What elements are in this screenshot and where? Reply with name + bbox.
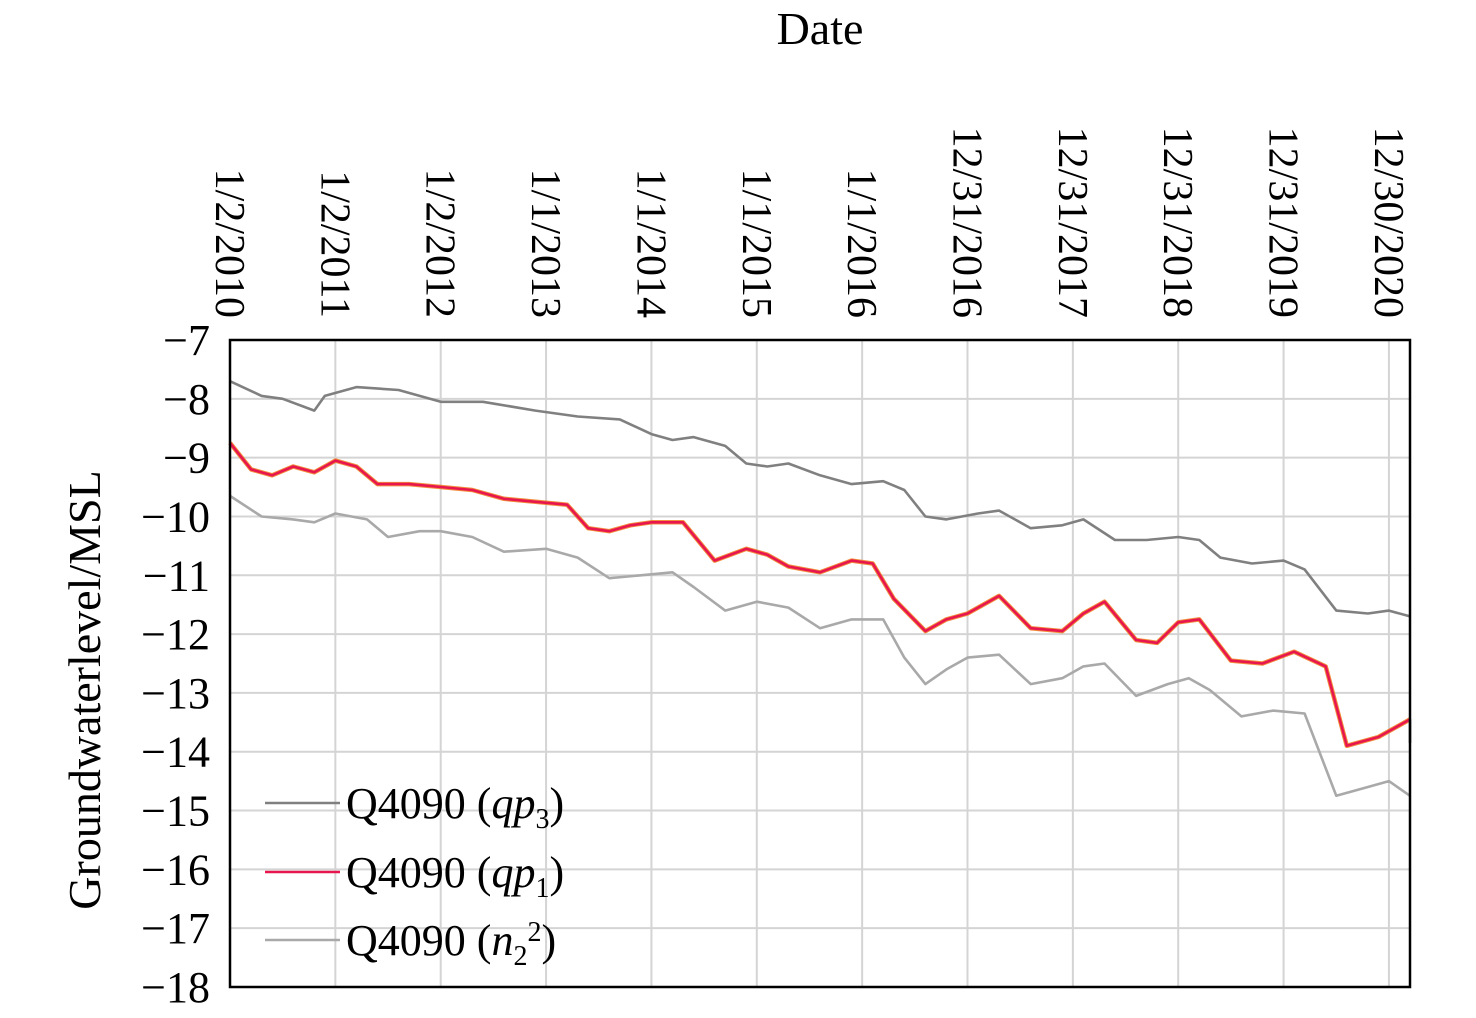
legend-label-variable: qp: [491, 779, 535, 828]
y-tick-label: −13: [141, 669, 210, 718]
x-tick-label: 1/1/2013: [522, 169, 568, 318]
y-tick-label: −14: [141, 728, 210, 777]
y-tick-label: −17: [141, 904, 210, 953]
legend-label-base: Q4090 (: [346, 779, 491, 828]
y-tick-label: −18: [141, 963, 210, 1012]
legend-label-2: Q4090 (qp1): [346, 848, 564, 904]
y-tick-label: −15: [141, 787, 210, 836]
legend-label-subscript: 1: [535, 873, 549, 904]
legend-label-close: ): [549, 848, 564, 897]
x-tick-label: 12/30/2020: [1365, 127, 1411, 318]
y-tick-labels: −7 −8 −9 −10 −11 −12 −13 −14 −15 −16 −17 −18: [141, 316, 210, 1012]
series-line-3: [229, 494, 1411, 798]
legend-label-superscript: 2: [527, 917, 541, 948]
y-tick-label: −8: [163, 375, 210, 424]
series-line-1: [229, 380, 1411, 618]
x-tick-label: 1/1/2014: [627, 169, 673, 318]
legend-label-1: Q4090 (qp3): [346, 779, 564, 835]
x-tick-label: 1/1/2016: [838, 169, 884, 318]
legend-label-base: Q4090 (: [346, 916, 491, 965]
legend-label-subscript: 3: [535, 804, 549, 835]
y-tick-label: −9: [163, 434, 210, 483]
legend-label-close: ): [541, 916, 556, 965]
y-tick-label: −16: [141, 845, 210, 894]
x-tick-label: 1/1/2015: [733, 169, 779, 318]
series-lines: [228, 380, 1412, 798]
x-axis-title: Date: [777, 3, 864, 54]
y-tick-label: −7: [163, 316, 210, 365]
x-tick-label: 1/2/2012: [417, 169, 463, 318]
x-tick-label: 12/31/2019: [1260, 127, 1306, 318]
legend-label-variable: n: [491, 916, 513, 965]
y-tick-label: −10: [141, 492, 210, 541]
y-tick-label: −11: [143, 551, 210, 600]
y-tick-label: −12: [141, 610, 210, 659]
x-tick-label: 12/31/2018: [1154, 127, 1200, 318]
x-tick-label: 1/2/2011: [311, 170, 357, 318]
legend-label-close: ): [549, 779, 564, 828]
x-tick-label: 12/31/2017: [1049, 127, 1095, 318]
x-tick-labels: 1/2/2010 1/2/2011 1/2/2012 1/1/2013 1/1/2014…: [206, 127, 1411, 318]
series-line-2: [228, 442, 1411, 748]
legend-label-variable: qp: [491, 848, 535, 897]
legend-label-subscript: 2: [513, 941, 527, 972]
series-line-2-halo: [228, 441, 1412, 749]
legend: Q4090 (qp3)Q4090 (qp1)Q4090 (n22): [265, 779, 564, 972]
x-tick-label: 12/31/2016: [944, 127, 990, 318]
legend-label-3: Q4090 (n22): [346, 916, 556, 972]
plot-frame: [228, 338, 1412, 989]
x-tick-label: 1/2/2010: [206, 169, 252, 318]
y-axis-title: Groundwaterlevel/MSL: [59, 470, 110, 909]
legend-label-base: Q4090 (: [346, 848, 491, 897]
